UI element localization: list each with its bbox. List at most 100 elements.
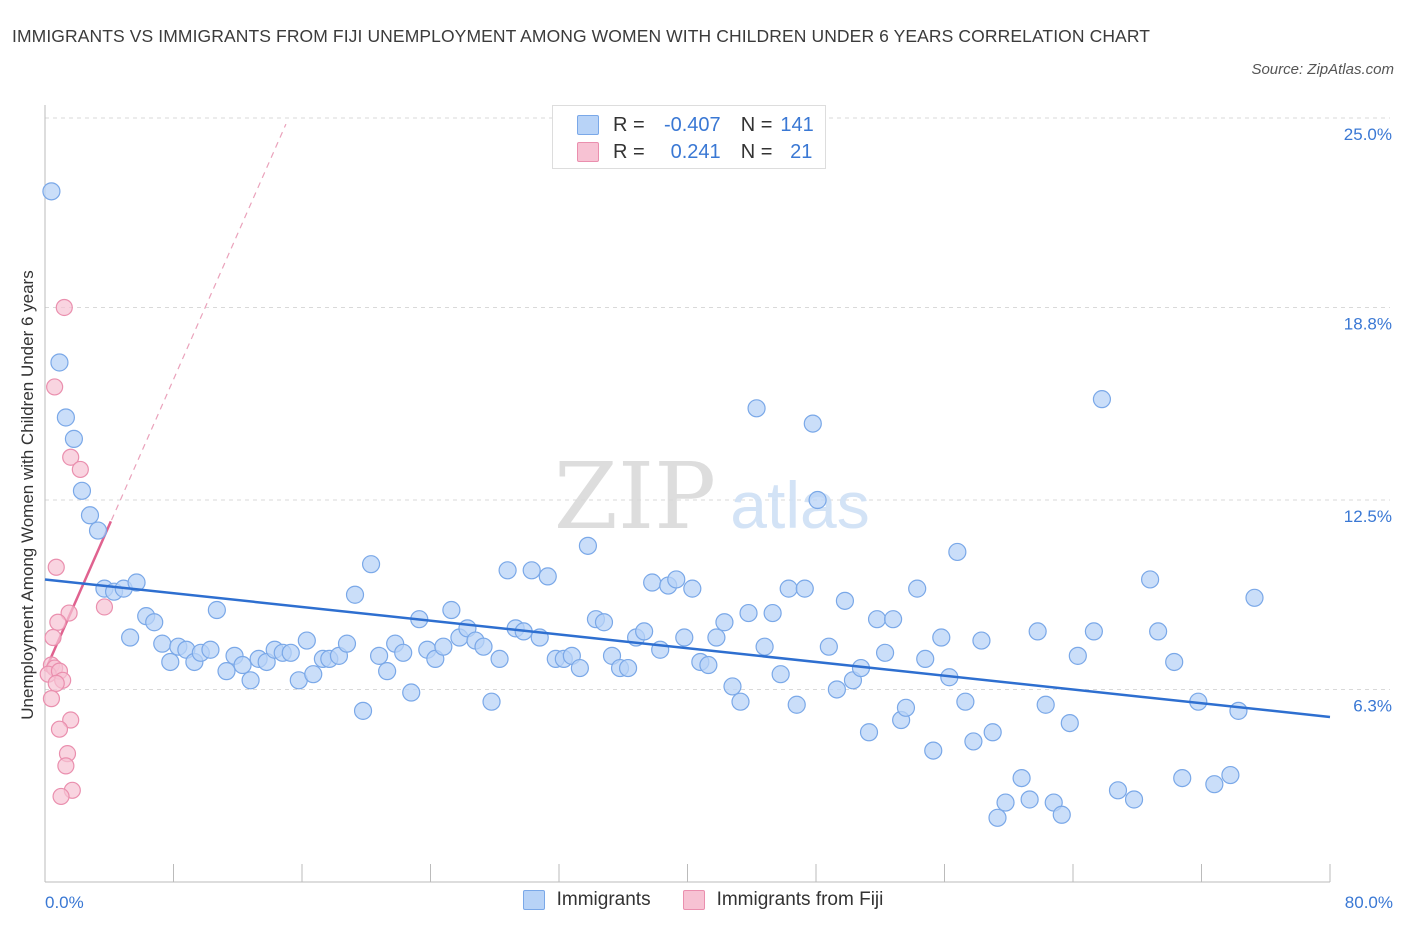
immigrants-point (835, 591, 855, 610)
immigrants-point (153, 634, 172, 653)
r-label: R = (613, 113, 645, 136)
legend-swatch-pink (577, 142, 599, 162)
n-label: N = (740, 140, 773, 163)
immigrants-point (731, 692, 750, 711)
immigrants-point (538, 567, 557, 586)
fiji-point (47, 558, 65, 576)
immigrants-point (1068, 646, 1087, 665)
fiji-point (46, 378, 64, 396)
fiji-point (47, 674, 65, 692)
immigrants-point (723, 677, 742, 696)
immigrants-point (683, 579, 702, 598)
immigrants-point (972, 631, 991, 650)
fiji-point (62, 448, 80, 466)
immigrants-point (787, 695, 806, 714)
immigrants-point (578, 536, 598, 555)
immigrants-point (145, 613, 164, 632)
immigrants-point (80, 506, 100, 525)
fiji-point (55, 298, 73, 317)
immigrants-point (747, 399, 766, 418)
n-value: 141 (780, 113, 814, 136)
immigrants-point (667, 570, 686, 589)
immigrants-point (1108, 781, 1128, 800)
immigrants-point (207, 600, 226, 620)
fiji-point (52, 787, 70, 806)
legend-item-immigrants[interactable]: Immigrants (522, 889, 651, 911)
immigrants-point (297, 631, 316, 650)
immigrants-point (370, 646, 389, 665)
immigrants-point (594, 613, 614, 632)
fiji-point (42, 690, 61, 708)
immigrants-point (304, 665, 323, 684)
immigrants-point (699, 655, 718, 675)
y-tick-label: 6.3% (1353, 696, 1392, 715)
immigrants-point (1229, 701, 1248, 720)
immigrants-point (378, 662, 397, 681)
immigrants-point (498, 561, 517, 580)
immigrants-point (983, 723, 1002, 742)
immigrants-point (434, 637, 453, 656)
immigrants-point (808, 490, 827, 510)
n-label: N = (740, 113, 773, 136)
watermark: ZIP atlas (554, 443, 870, 550)
immigrants-point (739, 603, 758, 623)
immigrants-point (707, 628, 726, 647)
fiji-point (57, 757, 75, 775)
immigrants-point (281, 643, 300, 662)
fiji-point (49, 613, 67, 631)
immigrants-point (345, 585, 365, 604)
immigrants-point (763, 603, 782, 623)
x-tick-label: 80.0% (1345, 893, 1393, 912)
immigrants-point (1165, 652, 1184, 672)
immigrants-points (42, 182, 1264, 827)
immigrants-point (1020, 790, 1039, 809)
legend-item-fiji[interactable]: Immigrants from Fiji (682, 889, 884, 911)
axes (44, 105, 1331, 883)
immigrants-point (1140, 570, 1160, 589)
immigrants-point (482, 692, 501, 711)
immigrants-point (394, 643, 413, 662)
legend-row-immigrants: R = -0.407 N = 141 (577, 112, 814, 138)
watermark-atlas: atlas (730, 468, 869, 542)
immigrants-point (127, 573, 146, 592)
immigrants-point (474, 637, 493, 656)
immigrants-point (121, 628, 140, 647)
legend-swatch-blue (577, 115, 599, 135)
immigrants-point (1028, 622, 1047, 641)
correlation-legend: R = -0.407 N = 141 R = 0.241 N = 21 (552, 105, 826, 169)
legend-label-fiji: Immigrants from Fiji (716, 889, 884, 910)
immigrants-point (819, 637, 838, 656)
series-legend: Immigrants Immigrants from Fiji (0, 889, 1406, 911)
immigrants-point (56, 408, 75, 427)
watermark-zip: ZIP (554, 443, 716, 550)
legend-swatch-blue (522, 890, 545, 910)
immigrants-point (779, 579, 798, 598)
immigrants-point (522, 561, 541, 580)
immigrants-point (1060, 713, 1079, 733)
legend-swatch-pink (682, 890, 705, 910)
n-value: 21 (790, 140, 813, 163)
immigrants-point (161, 652, 180, 672)
legend-row-fiji: R = 0.241 N = 21 (577, 139, 812, 165)
immigrants-point (1084, 622, 1103, 641)
immigrants-point (64, 429, 84, 448)
immigrants-point (217, 662, 236, 681)
immigrants-point (956, 692, 975, 711)
immigrants-point (859, 723, 879, 742)
immigrants-point (771, 665, 790, 684)
immigrants-point (618, 658, 638, 678)
x-tick-label: 0.0% (45, 893, 84, 912)
y-tick-label: 18.8% (1344, 314, 1392, 333)
r-value: -0.407 (663, 113, 721, 136)
immigrants-point (896, 698, 916, 717)
immigrants-point (908, 579, 927, 598)
immigrants-point (1149, 622, 1168, 641)
immigrants-point (948, 542, 967, 562)
immigrants-point (964, 732, 983, 751)
r-label: R = (613, 140, 645, 163)
immigrants-point (635, 622, 654, 641)
immigrants-point (241, 671, 260, 690)
immigrants-point (337, 634, 357, 653)
immigrants-point (1092, 390, 1112, 409)
